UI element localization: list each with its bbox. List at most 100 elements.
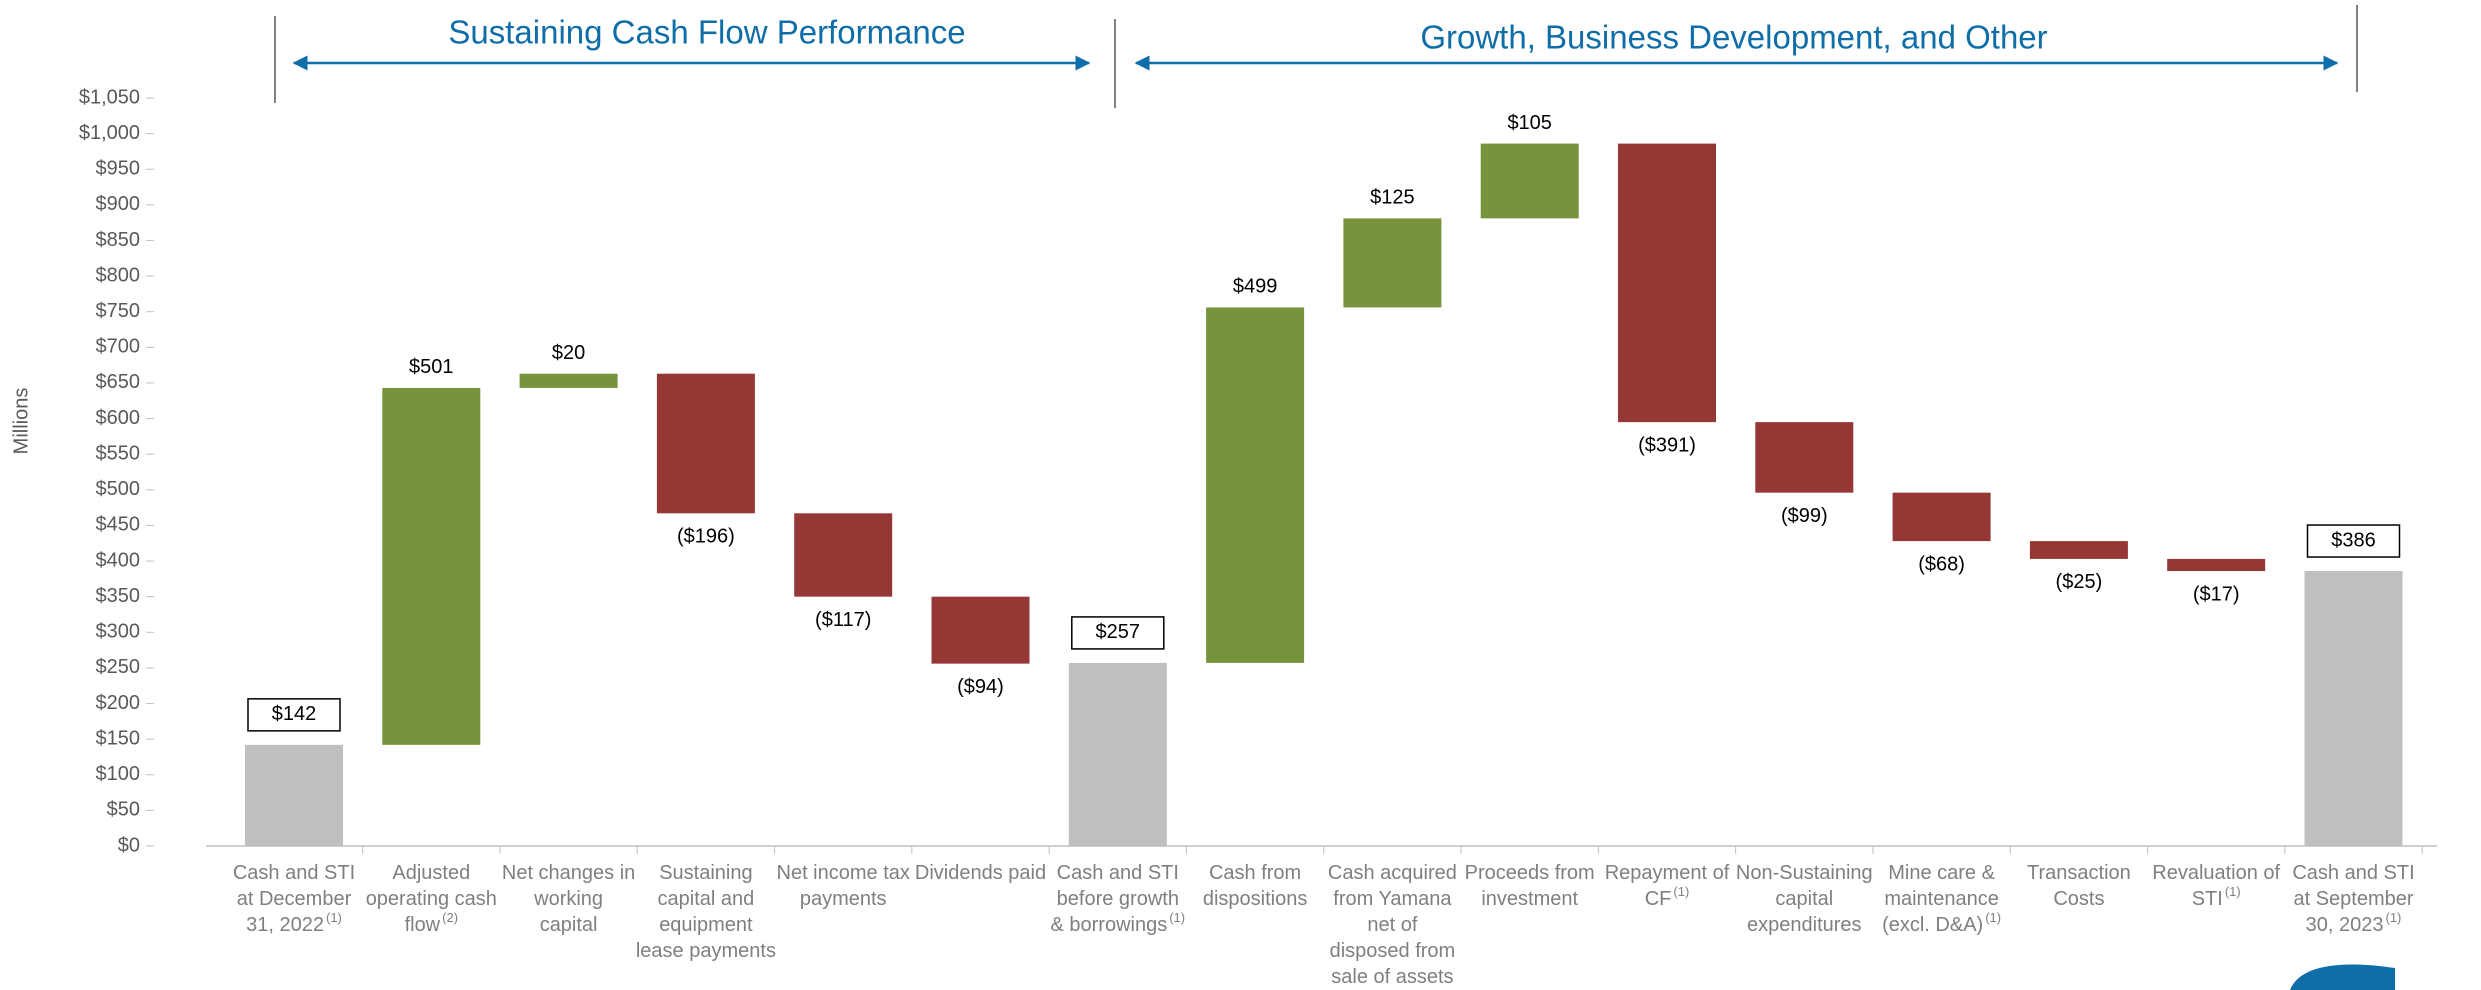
x-tick-label: Cash and STI before growth & borrowings (1) xyxy=(1050,862,1185,936)
label-line: 31, 2022 xyxy=(246,914,324,936)
value-label: ($25) xyxy=(2056,571,2103,593)
bar xyxy=(1618,143,1716,423)
value-label: $501 xyxy=(409,356,454,378)
y-tick-label: $950 xyxy=(96,158,141,180)
label-box xyxy=(1071,616,1165,650)
value-label: ($391) xyxy=(1638,434,1696,456)
value-label: $499 xyxy=(1233,276,1278,298)
label-line: equipment xyxy=(659,914,753,936)
label-line: from Yamana xyxy=(1333,888,1452,910)
x-tick-label: Repayment of CF (1) xyxy=(1605,862,1730,910)
label-line: capital xyxy=(1775,888,1833,910)
y-tick-label: $400 xyxy=(96,549,141,571)
y-tick-label: $0 xyxy=(118,834,140,856)
bar xyxy=(1343,218,1442,308)
value-label: ($117) xyxy=(815,609,871,631)
label-line: CF xyxy=(1645,888,1672,910)
bar xyxy=(1892,492,1991,542)
value-label: $20 xyxy=(552,342,585,364)
bar xyxy=(1068,662,1167,846)
bar xyxy=(2167,558,2266,572)
value-label: ($17) xyxy=(2193,583,2240,605)
y-tick-label: $450 xyxy=(96,514,141,536)
label-line: payments xyxy=(800,888,887,910)
value-label: $257 xyxy=(1096,621,1141,643)
value-label: $142 xyxy=(272,703,317,725)
value-label: ($68) xyxy=(1918,553,1965,575)
label-line: capital xyxy=(540,914,598,936)
label-line: net of xyxy=(1367,914,1417,936)
footnote: (1) xyxy=(2385,910,2401,925)
x-tick-label: Transaction Costs xyxy=(2027,862,2131,910)
y-tick-label: $100 xyxy=(96,763,141,785)
label-line: 30, 2023 xyxy=(2306,914,2384,936)
y-tick-label: $750 xyxy=(96,300,141,322)
y-tick-label: $550 xyxy=(96,442,141,464)
y-tick-label: $150 xyxy=(96,727,141,749)
y-tick-label: $250 xyxy=(96,656,141,678)
bar xyxy=(931,596,1030,664)
x-tick-label: Cash and STI at December 31, 2022 (1) xyxy=(233,862,355,936)
y-tick-label: $300 xyxy=(96,621,141,643)
y-tick-label: $1,000 xyxy=(79,122,140,144)
bar xyxy=(1206,307,1305,663)
label-line: investment xyxy=(1481,888,1578,910)
x-tick-label: Revaluation of STI (1) xyxy=(2152,862,2280,910)
y-tick-label: $500 xyxy=(96,478,141,500)
label-line: Costs xyxy=(2053,888,2104,910)
footnote: (2) xyxy=(442,910,458,925)
bar xyxy=(2029,541,2128,559)
bar xyxy=(382,387,481,745)
x-tick-label: Cash and STI at September 30, 2023 (1) xyxy=(2292,862,2414,936)
label-line: Mine care & xyxy=(1888,862,1995,884)
value-label: ($94) xyxy=(957,676,1004,698)
bar xyxy=(519,373,618,388)
y-tick-label: $350 xyxy=(96,585,141,607)
label-line: Non-Sustaining xyxy=(1736,862,1873,884)
footnote: (1) xyxy=(1673,884,1689,899)
label-line: at December xyxy=(237,888,352,910)
label-line: (excl. D&A) xyxy=(1882,914,1983,936)
bar xyxy=(1480,143,1579,219)
label-box xyxy=(2306,524,2401,558)
label-line: & borrowings xyxy=(1050,914,1167,936)
label-line: at September xyxy=(2293,888,2413,910)
y-tick-label: $200 xyxy=(96,692,141,714)
y-tick-label: $600 xyxy=(96,407,141,429)
bar xyxy=(794,513,893,597)
value-label: $125 xyxy=(1370,187,1415,209)
label-line: Sustaining xyxy=(659,862,752,884)
section-title: Growth, Business Development, and Other xyxy=(1420,19,2047,56)
label-line: Transaction xyxy=(2027,862,2131,884)
x-tick-label: Cash from dispositions xyxy=(1203,862,1308,910)
value-label: $386 xyxy=(2331,529,2376,551)
label-line: Cash acquired xyxy=(1328,862,1457,884)
footnote: (1) xyxy=(2225,884,2241,899)
label-line: disposed from xyxy=(1330,940,1456,962)
label-line: Cash and STI xyxy=(2292,862,2414,884)
label-line: lease payments xyxy=(636,940,776,962)
label-line: operating cash xyxy=(366,888,497,910)
label-line: before growth xyxy=(1057,888,1179,910)
x-tick-label: Net changes in working capital xyxy=(502,862,635,936)
y-tick-label: $850 xyxy=(96,229,141,251)
x-tick-label: Cash acquired from Yamana net of disposed f… xyxy=(1328,862,1457,988)
x-tick-label: Sustaining capital and equipment lease paym… xyxy=(636,862,776,962)
label-line: working xyxy=(533,888,603,910)
y-tick-label: $700 xyxy=(96,336,141,358)
y-tick-label: $800 xyxy=(96,264,141,286)
label-line: Cash and STI xyxy=(1057,862,1179,884)
y-tick-label: $1,050 xyxy=(79,86,140,108)
label-line: capital and xyxy=(658,888,755,910)
label-line: maintenance xyxy=(1884,888,1999,910)
x-tick-label: Proceeds from investment xyxy=(1465,862,1595,910)
x-tick-label: Adjusted operating cash flow (2) xyxy=(366,862,497,936)
label-line: Revaluation of xyxy=(2152,862,2280,884)
bar xyxy=(1755,422,1854,493)
x-tick-label: Dividends paid xyxy=(915,862,1046,884)
y-axis-label: Millions xyxy=(10,388,32,455)
bar xyxy=(2304,571,2403,846)
y-tick-label: $900 xyxy=(96,193,141,215)
x-tick-label: Non-Sustaining capital expenditures xyxy=(1736,862,1873,936)
